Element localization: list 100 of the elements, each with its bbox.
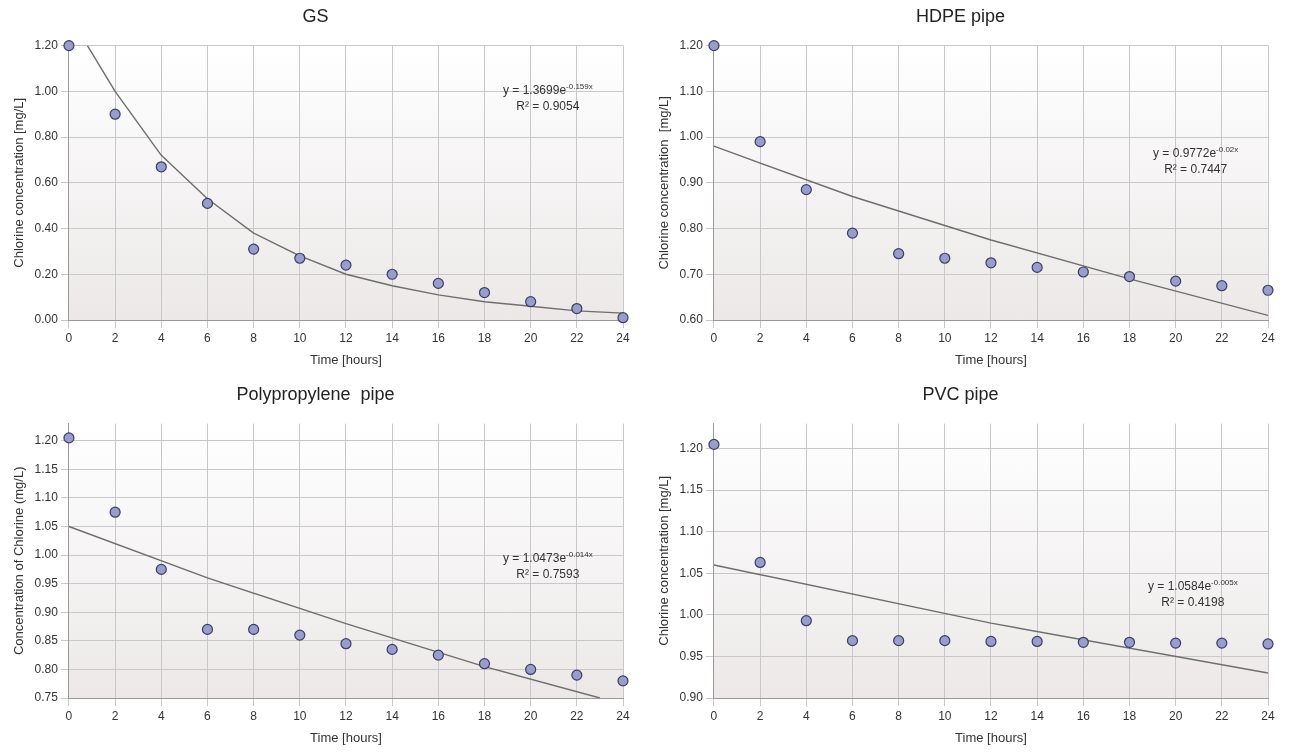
annotation: R² = 0.4198 bbox=[1160, 593, 1226, 610]
y-axis-title: Chlorine concentration [mg/L] bbox=[656, 475, 672, 646]
annotation: y = 1.3699e$^{-0.159x}$ bbox=[503, 80, 593, 98]
y-tick-label: 1.20 bbox=[34, 37, 59, 52]
y-tick-label: 0.20 bbox=[34, 266, 59, 281]
annotation: y = 1.0473e$^{-0.014x}$ bbox=[503, 549, 593, 567]
x-tick-label: 12 bbox=[984, 330, 998, 345]
x-tick-label: 14 bbox=[1030, 330, 1045, 345]
y-axis-title: Chlorine concentration [mg/L] bbox=[656, 96, 672, 270]
x-tick-label: 20 bbox=[1168, 330, 1183, 345]
x-tick-label: 10 bbox=[938, 330, 952, 345]
y-tick-label: 0.00 bbox=[34, 312, 59, 327]
point bbox=[985, 257, 997, 269]
x-tick-label: 24 bbox=[616, 330, 630, 345]
x-tick-label: 16 bbox=[431, 708, 446, 723]
point bbox=[754, 556, 766, 569]
x-tick-label: 4 bbox=[802, 708, 810, 723]
point bbox=[1077, 636, 1089, 648]
x-tick-label: 10 bbox=[293, 708, 307, 723]
y-tick-label: 0.85 bbox=[34, 633, 59, 648]
point bbox=[432, 649, 444, 661]
x-tick-label: 14 bbox=[385, 708, 400, 723]
x-tick-label: 0 bbox=[65, 330, 73, 345]
point bbox=[109, 506, 121, 518]
point bbox=[893, 248, 905, 260]
chart-title: GS bbox=[302, 5, 329, 26]
y-tick-label: 0.90 bbox=[34, 604, 59, 619]
x-tick-label: 6 bbox=[849, 330, 857, 345]
y-axis-title: Concentration of Chlorine (mg/L) bbox=[11, 466, 27, 656]
point bbox=[1170, 637, 1182, 649]
point bbox=[525, 663, 537, 676]
y-tick-label: 1.00 bbox=[34, 83, 59, 98]
x-tick-label: 24 bbox=[1261, 330, 1275, 345]
point bbox=[201, 197, 214, 209]
x-tick-label: 18 bbox=[1122, 708, 1137, 723]
x-tick-label: 16 bbox=[1076, 708, 1091, 723]
y-tick-label: 1.20 bbox=[679, 440, 704, 455]
x-tick-label: 2 bbox=[111, 330, 119, 345]
x-tick-label: 8 bbox=[895, 330, 903, 345]
point bbox=[1170, 275, 1182, 287]
y-tick-label: 0.90 bbox=[679, 175, 704, 190]
point bbox=[478, 658, 491, 670]
x-tick-label: 14 bbox=[1030, 708, 1045, 723]
point bbox=[294, 252, 306, 264]
x-tick-label: 6 bbox=[849, 708, 857, 723]
point bbox=[571, 669, 583, 681]
x-tick-label: 22 bbox=[570, 708, 584, 723]
x-tick-label: 22 bbox=[1215, 330, 1229, 345]
point bbox=[340, 259, 352, 271]
annotation: R² = 0.9054 bbox=[515, 97, 581, 114]
y-tick-label: 0.95 bbox=[679, 648, 704, 663]
x-tick-label: 22 bbox=[1215, 708, 1229, 723]
point bbox=[386, 268, 398, 280]
y-tick-label: 0.95 bbox=[34, 575, 59, 590]
x-tick-label: 12 bbox=[339, 330, 353, 345]
x-tick-label: 6 bbox=[204, 330, 212, 345]
point bbox=[800, 615, 812, 627]
point bbox=[846, 227, 859, 239]
x-tick-label: 4 bbox=[802, 330, 810, 345]
x-tick-label: 4 bbox=[157, 330, 165, 345]
y-tick-label: 0.75 bbox=[34, 690, 59, 705]
point bbox=[617, 312, 629, 324]
point bbox=[155, 161, 167, 173]
point bbox=[571, 302, 583, 315]
y-axis-title: Chlorine concentration [mg/L] bbox=[11, 97, 27, 268]
point bbox=[248, 243, 260, 255]
y-tick-label: 0.80 bbox=[679, 220, 704, 235]
x-axis-title: Time [hours] bbox=[310, 729, 382, 745]
x-tick-label: 16 bbox=[1076, 330, 1091, 345]
point bbox=[800, 184, 812, 196]
x-tick-label: 10 bbox=[938, 708, 952, 723]
y-tick-label: 0.40 bbox=[34, 220, 59, 235]
y-tick-label: 1.00 bbox=[34, 547, 59, 562]
x-tick-label: 0 bbox=[710, 330, 718, 345]
x-tick-label: 10 bbox=[293, 330, 307, 345]
x-tick-label: 0 bbox=[65, 708, 73, 723]
y-tick-label: 0.80 bbox=[34, 129, 59, 144]
y-tick-label: 1.15 bbox=[34, 461, 59, 476]
x-tick-label: 20 bbox=[523, 330, 538, 345]
x-tick-label: 20 bbox=[523, 708, 538, 723]
x-tick-label: 8 bbox=[250, 330, 258, 345]
x-tick-label: 8 bbox=[895, 708, 903, 723]
x-tick-label: 18 bbox=[1122, 330, 1137, 345]
point bbox=[617, 675, 629, 687]
annotation: y = 0.9772e$^{-0.02x}$ bbox=[1153, 143, 1239, 161]
point bbox=[386, 643, 398, 656]
x-tick-label: 16 bbox=[431, 330, 446, 345]
y-tick-label: 0.90 bbox=[679, 690, 704, 705]
point bbox=[754, 136, 766, 148]
point bbox=[294, 629, 306, 641]
x-tick-label: 2 bbox=[756, 330, 764, 345]
x-tick-label: 2 bbox=[756, 708, 764, 723]
y-tick-label: 1.20 bbox=[34, 433, 59, 448]
y-tick-label: 0.60 bbox=[679, 312, 704, 327]
x-tick-label: 6 bbox=[204, 708, 212, 723]
y-tick-label: 1.00 bbox=[679, 129, 704, 144]
x-axis-title: Time [hours] bbox=[310, 351, 382, 367]
point bbox=[985, 635, 997, 648]
x-tick-label: 12 bbox=[339, 708, 353, 723]
point bbox=[1216, 637, 1228, 649]
